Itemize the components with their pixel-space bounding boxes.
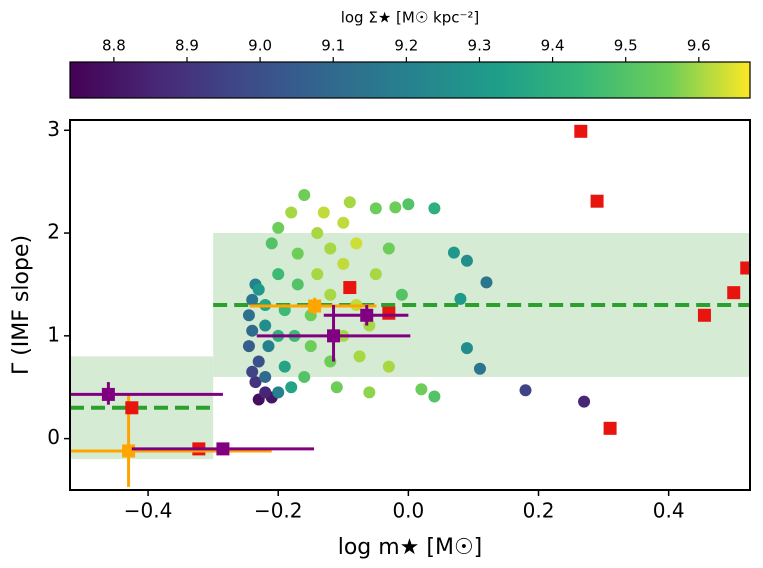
- scatter-point: [350, 237, 363, 250]
- colorbar-tick-label: 9.5: [614, 37, 638, 55]
- square-marker: [308, 299, 322, 313]
- scatter-point: [324, 288, 337, 301]
- x-tick-label: 0.0: [392, 499, 424, 523]
- scatter-point: [265, 237, 278, 250]
- colorbar-tick-label: 9.1: [321, 37, 345, 55]
- scatter-point: [578, 395, 591, 408]
- scatter-point: [272, 221, 285, 234]
- scatter-point: [369, 202, 382, 215]
- scatter-point: [473, 362, 486, 375]
- plot-frame: [69, 119, 751, 491]
- square-marker: [382, 306, 396, 320]
- scatter-point: [369, 268, 382, 281]
- scatter-point: [246, 365, 259, 378]
- scatter-point: [389, 201, 402, 214]
- scatter-point: [311, 268, 324, 281]
- colorbar-tick-label: 8.8: [102, 37, 126, 55]
- scatter-point: [272, 386, 285, 399]
- square-marker: [216, 442, 230, 456]
- scatter-point: [291, 247, 304, 260]
- square-marker: [343, 281, 357, 295]
- colorbar-tick-label: 9.2: [394, 37, 418, 55]
- scatter-point: [480, 276, 493, 289]
- scatter-point: [330, 381, 343, 394]
- scatter-point: [395, 288, 408, 301]
- x-tick-label: −0.2: [254, 499, 303, 523]
- scatter-point: [304, 340, 317, 353]
- scatter-point: [415, 383, 428, 396]
- scatter-point: [272, 268, 285, 281]
- square-marker: [125, 401, 139, 415]
- colorbar-tick-label: 8.9: [175, 37, 199, 55]
- scatter-point: [259, 319, 272, 332]
- colorbar-tick-label: 9.3: [468, 37, 492, 55]
- scatter-point: [460, 342, 473, 355]
- colorbar: [69, 61, 751, 99]
- scatter-point: [343, 196, 356, 209]
- scatter-point: [519, 384, 532, 397]
- scatter-point: [382, 360, 395, 373]
- square-marker: [740, 261, 750, 275]
- y-tick-label: 0: [47, 425, 60, 449]
- scatter-point: [249, 376, 262, 389]
- y-tick-label: 3: [47, 117, 60, 141]
- x-tick-label: 0.4: [653, 499, 685, 523]
- scatter-point: [246, 293, 259, 306]
- scatter-point: [428, 390, 441, 403]
- scatter-point: [311, 227, 324, 240]
- square-marker: [101, 387, 115, 401]
- square-marker: [574, 124, 588, 138]
- square-marker: [327, 329, 341, 343]
- y-tick-label: 1: [47, 322, 60, 346]
- scatter-point: [353, 350, 366, 363]
- colorbar-tick-label: 9.4: [541, 37, 565, 55]
- scatter-point: [242, 340, 255, 353]
- scatter-point: [337, 216, 350, 229]
- axes: −0.4 −0.2 0.0 0.2 0.4 0 1 2 3: [47, 117, 684, 523]
- scatter-point: [298, 370, 311, 383]
- x-tick-label: −0.4: [124, 499, 173, 523]
- scatter-point: [291, 278, 304, 291]
- x-axis-label: log m★ [M☉]: [338, 535, 483, 560]
- scatter-point: [447, 246, 460, 259]
- square-marker: [590, 194, 604, 208]
- square-marker: [697, 308, 711, 322]
- square-marker: [122, 444, 136, 458]
- scatter-point: [242, 309, 255, 322]
- scatter-point: [252, 283, 265, 296]
- scatter-point: [324, 242, 337, 255]
- scatter-point: [285, 381, 298, 394]
- scatter-point: [363, 386, 376, 399]
- scatter-point: [246, 324, 259, 337]
- colorbar-tick-label: 9.0: [248, 37, 272, 55]
- scatter-point: [259, 386, 272, 399]
- square-marker: [603, 421, 617, 435]
- y-axis-label: Γ (IMF slope): [9, 235, 34, 375]
- x-tick-label: 0.2: [523, 499, 555, 523]
- colorbar-label: log Σ★ [M☉ kpc⁻²]: [341, 9, 480, 27]
- scatter-point: [252, 355, 265, 368]
- colorbar-tick-label: 9.6: [687, 37, 711, 55]
- plot-area: [70, 124, 750, 487]
- scatter-point: [298, 189, 311, 202]
- scatter-point: [454, 292, 467, 305]
- scatter-point: [259, 370, 272, 383]
- square-marker: [727, 286, 741, 300]
- scatter-point: [337, 257, 350, 270]
- scatter-point: [460, 254, 473, 267]
- scatter-point: [382, 242, 395, 255]
- scatter-point: [262, 340, 275, 353]
- y-tick-label: 2: [47, 220, 60, 244]
- scatter-point: [278, 360, 291, 373]
- scatter-point: [317, 206, 330, 219]
- scatter-point: [402, 198, 415, 211]
- scatter-point: [428, 202, 441, 215]
- scatter-point: [285, 206, 298, 219]
- square-marker: [360, 308, 374, 322]
